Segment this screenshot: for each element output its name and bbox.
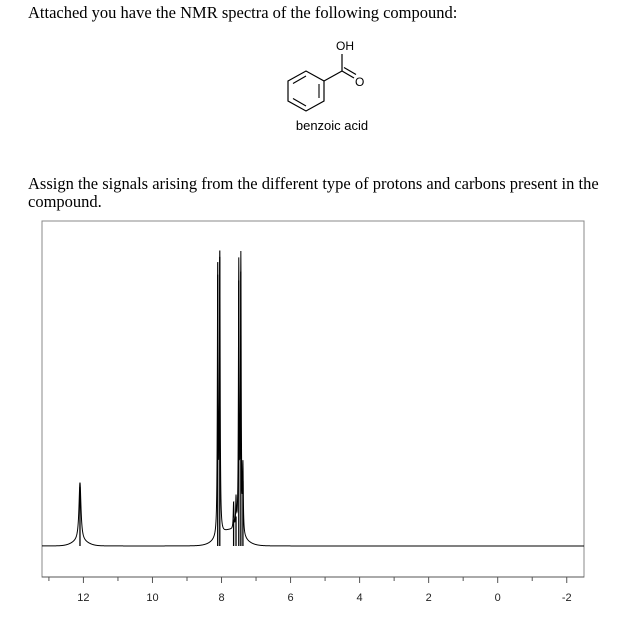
x-tick-label: 0 [495, 592, 501, 604]
x-axis-tick-labels: 12 10 8 6 4 2 0 -2 [77, 592, 571, 604]
aromatic-bond [292, 75, 307, 84]
compound-name: benzoic acid [295, 118, 369, 133]
x-axis-ticks [48, 577, 568, 583]
x-tick-label: 10 [146, 592, 158, 604]
nmr-spectrum: 12 10 8 6 4 2 0 -2 [41, 220, 585, 604]
benzoic-acid-structure: OH O [287, 39, 364, 112]
oh-label: OH [336, 39, 354, 53]
plot-frame [41, 220, 585, 578]
x-tick-label: 4 [357, 592, 363, 604]
aromatic-bond [292, 98, 307, 107]
ring-carbon-bond [323, 70, 343, 82]
x-tick-label: 2 [426, 592, 432, 604]
peak-marks [79, 256, 244, 546]
x-tick-label: 8 [218, 592, 224, 604]
x-tick-label: 6 [287, 592, 293, 604]
carbonyl-bond [341, 70, 355, 79]
x-tick-label: 12 [77, 592, 89, 604]
o-label: O [355, 75, 364, 89]
carbonyl-bond [343, 66, 357, 76]
benzene-ring [287, 70, 325, 112]
question-text: Assign the signals arising from the diff… [28, 174, 599, 211]
intro-text: Attached you have the NMR spectra of the… [28, 3, 458, 22]
spectrum-trace [42, 250, 584, 547]
x-tick-label: -2 [562, 592, 572, 604]
